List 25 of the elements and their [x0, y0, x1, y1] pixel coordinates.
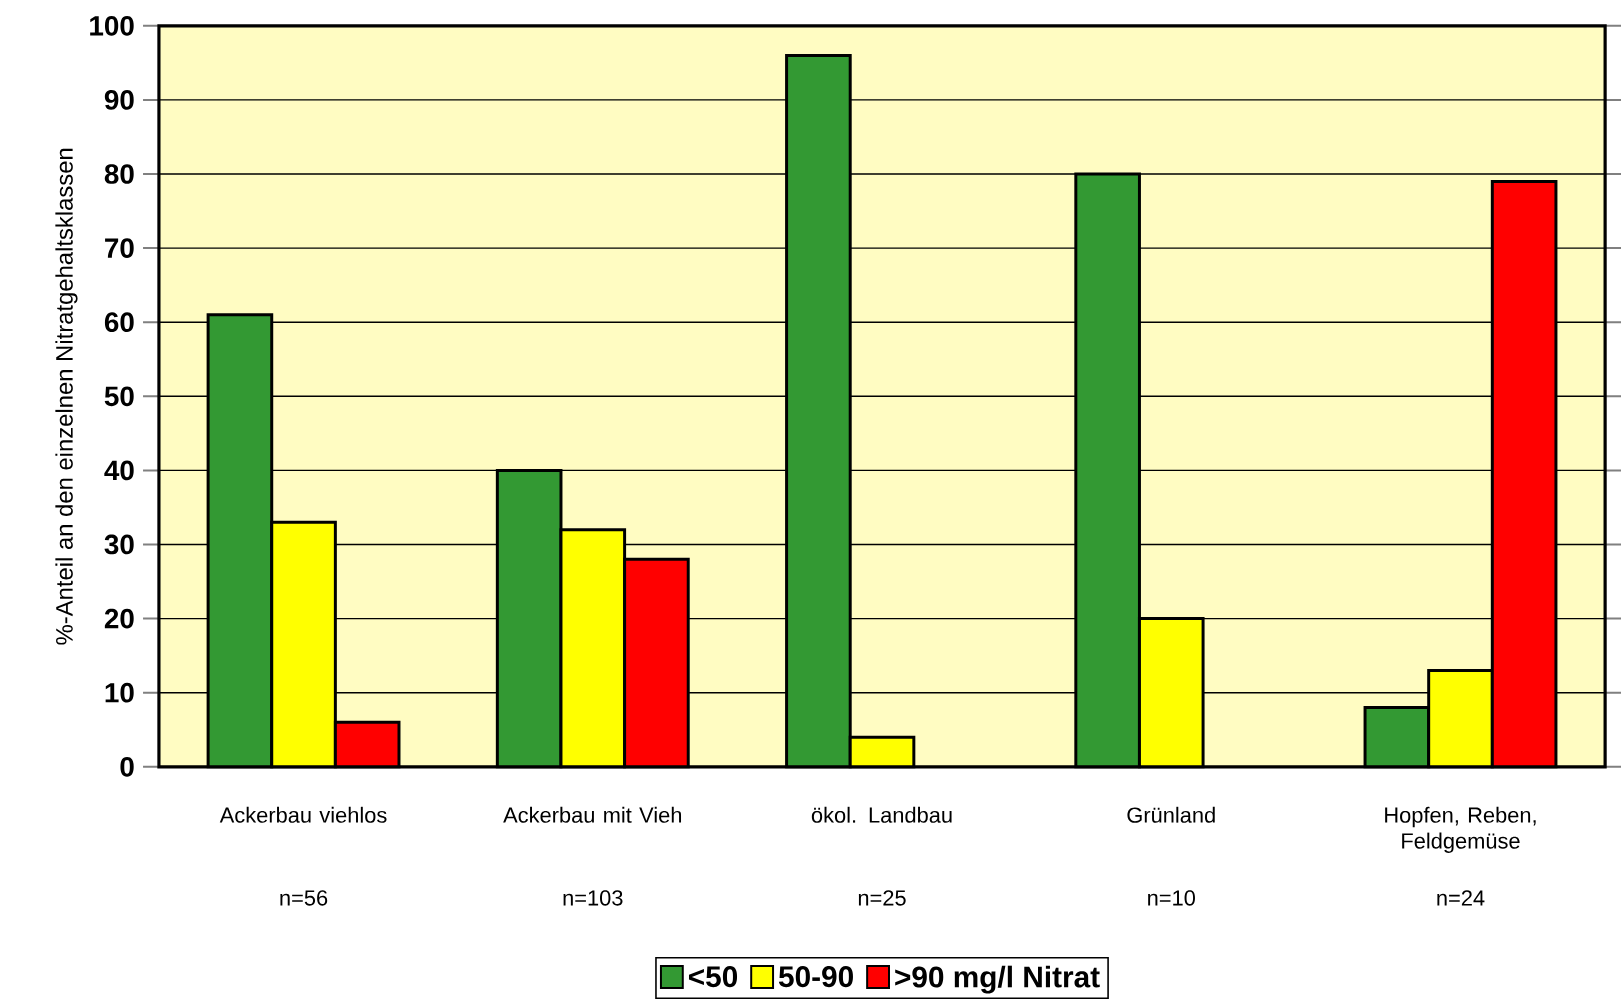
x-tick-label: Hopfen, Reben, Feldgemüse [1385, 806, 1536, 853]
legend-label: <50 [688, 965, 738, 988]
y-tick-label: 30 [104, 534, 134, 555]
y-tick-label: 60 [104, 312, 134, 332]
y-tick-label: 20 [104, 608, 134, 629]
x-tick-label: ökol. Landbau [811, 806, 952, 823]
y-tick-label: 90 [104, 89, 134, 110]
text: n=103 [563, 890, 623, 906]
text: n=25 [858, 890, 906, 906]
y-tick-label: 0 [120, 756, 134, 777]
y-tick-label: 80 [104, 164, 134, 184]
y-tick-label: 70 [105, 238, 134, 258]
y-tick-label: 10 [105, 682, 134, 703]
legend-label: >90 mg/l Nitrat [895, 965, 1100, 994]
y-axis-title: %-Anteil an den einzelnen Nitratgehaltsklassen [55, 148, 78, 645]
y-tick-label: 50 [104, 386, 134, 407]
text: n=24 [1437, 890, 1485, 906]
x-tick-label: Ackerbau viehlos [219, 806, 387, 823]
legend-label: 50-90 [778, 965, 853, 988]
text: n=56 [280, 890, 328, 906]
x-tick-label: Grünland [1127, 806, 1215, 823]
x-tick-label: Ackerbau mit Vieh [503, 806, 682, 823]
y-tick-label: 40 [104, 460, 134, 481]
text: n=10 [1148, 890, 1195, 906]
y-tick-label: 100 [90, 15, 134, 36]
